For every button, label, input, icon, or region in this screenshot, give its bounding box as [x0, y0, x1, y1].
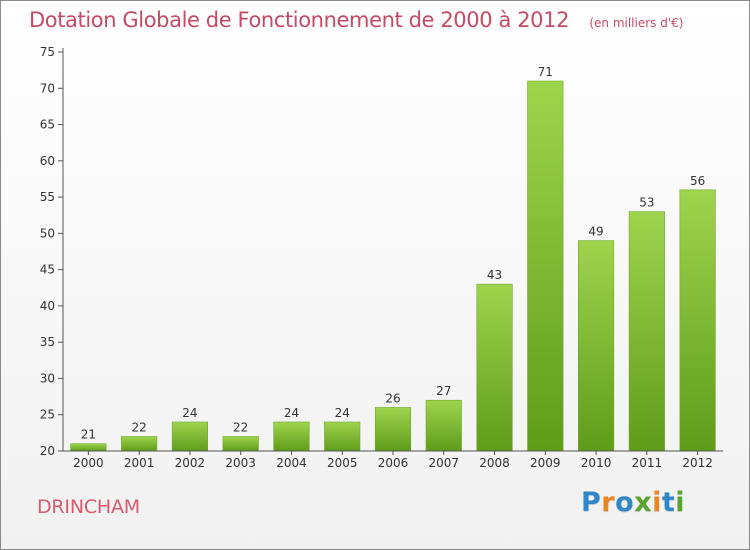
y-tick-label: 30 — [40, 371, 55, 385]
data-label-2000: 21 — [81, 428, 96, 442]
y-tick-label: 40 — [40, 299, 55, 313]
data-label-2003: 22 — [233, 420, 248, 434]
x-tick-label-2001: 2001 — [124, 456, 155, 470]
x-tick-label-2004: 2004 — [276, 456, 307, 470]
x-tick-label-2008: 2008 — [479, 456, 510, 470]
data-label-2005: 24 — [335, 406, 350, 420]
data-labels: 21 22 24 22 24 24 26 27 43 71 49 53 56 — [81, 65, 706, 442]
x-tick-label-2007: 2007 — [428, 456, 459, 470]
bar-2007 — [425, 399, 462, 452]
data-label-2009: 71 — [538, 65, 553, 79]
y-tick-label: 70 — [40, 81, 55, 95]
data-label-2012: 56 — [690, 174, 705, 188]
y-tick-label: 75 — [40, 45, 55, 59]
chart-unit-label: (en milliers d'€) — [589, 16, 684, 30]
brand-letter: r — [601, 487, 616, 518]
data-label-2008: 43 — [487, 268, 502, 282]
x-tick-label-2005: 2005 — [327, 456, 358, 470]
data-label-2002: 24 — [182, 406, 197, 420]
bar-2003 — [222, 436, 259, 452]
bar-2008 — [476, 283, 513, 452]
brand-letter: i — [675, 487, 686, 518]
bar-2005 — [324, 421, 361, 452]
x-tick-label-2006: 2006 — [378, 456, 409, 470]
y-tick-label: 35 — [40, 335, 55, 349]
chart-title: Dotation Globale de Fonctionnement de 20… — [29, 8, 683, 32]
brand-logo: Proxiti — [581, 487, 685, 518]
x-tick-label-2009: 2009 — [530, 456, 561, 470]
y-tick-label: 25 — [40, 408, 55, 422]
y-tick-label: 50 — [40, 226, 55, 240]
data-label-2001: 22 — [132, 420, 147, 434]
y-axis-ticks: 20 25 30 35 40 45 50 55 60 65 70 75 — [40, 45, 63, 458]
x-tick-label-2003: 2003 — [225, 456, 256, 470]
bar-2004 — [273, 421, 310, 452]
data-label-2007: 27 — [436, 384, 451, 398]
chart-title-text: Dotation Globale de Fonctionnement de 20… — [29, 8, 570, 32]
commune-name: DRINCHAM — [37, 496, 140, 518]
brand-letter: P — [581, 487, 602, 518]
x-tick-label-2011: 2011 — [632, 456, 663, 470]
brand-letter: i — [652, 487, 662, 518]
y-tick-label: 20 — [40, 444, 55, 458]
data-label-2004: 24 — [284, 406, 299, 420]
x-tick-label-2002: 2002 — [175, 456, 206, 470]
bars — [70, 80, 716, 452]
y-tick-label: 60 — [40, 154, 55, 168]
brand-letter: x — [634, 487, 653, 518]
y-tick-label: 55 — [40, 190, 55, 204]
brand-letter: o — [615, 487, 635, 518]
y-tick-label: 65 — [40, 118, 55, 132]
x-tick-label-2000: 2000 — [73, 456, 104, 470]
data-label-2006: 26 — [385, 391, 400, 405]
bar-2001 — [121, 436, 158, 452]
bar-2009 — [527, 80, 564, 452]
x-tick-label-2010: 2010 — [581, 456, 612, 470]
bar-2002 — [171, 421, 208, 452]
data-label-2010: 49 — [588, 225, 603, 239]
x-tick-label-2012: 2012 — [682, 456, 713, 470]
bar-2000 — [70, 443, 107, 452]
data-label-2011: 53 — [639, 196, 654, 210]
bar-2010 — [578, 240, 615, 452]
y-tick-label: 45 — [40, 263, 55, 277]
brand-letter: t — [661, 487, 676, 518]
bar-2006 — [374, 407, 412, 452]
bar-2012 — [679, 189, 716, 452]
bar-2011 — [628, 211, 665, 452]
x-axis-ticks: 2000 2001 2002 2003 2004 2005 2006 2007 2008 2009… — [73, 451, 713, 470]
